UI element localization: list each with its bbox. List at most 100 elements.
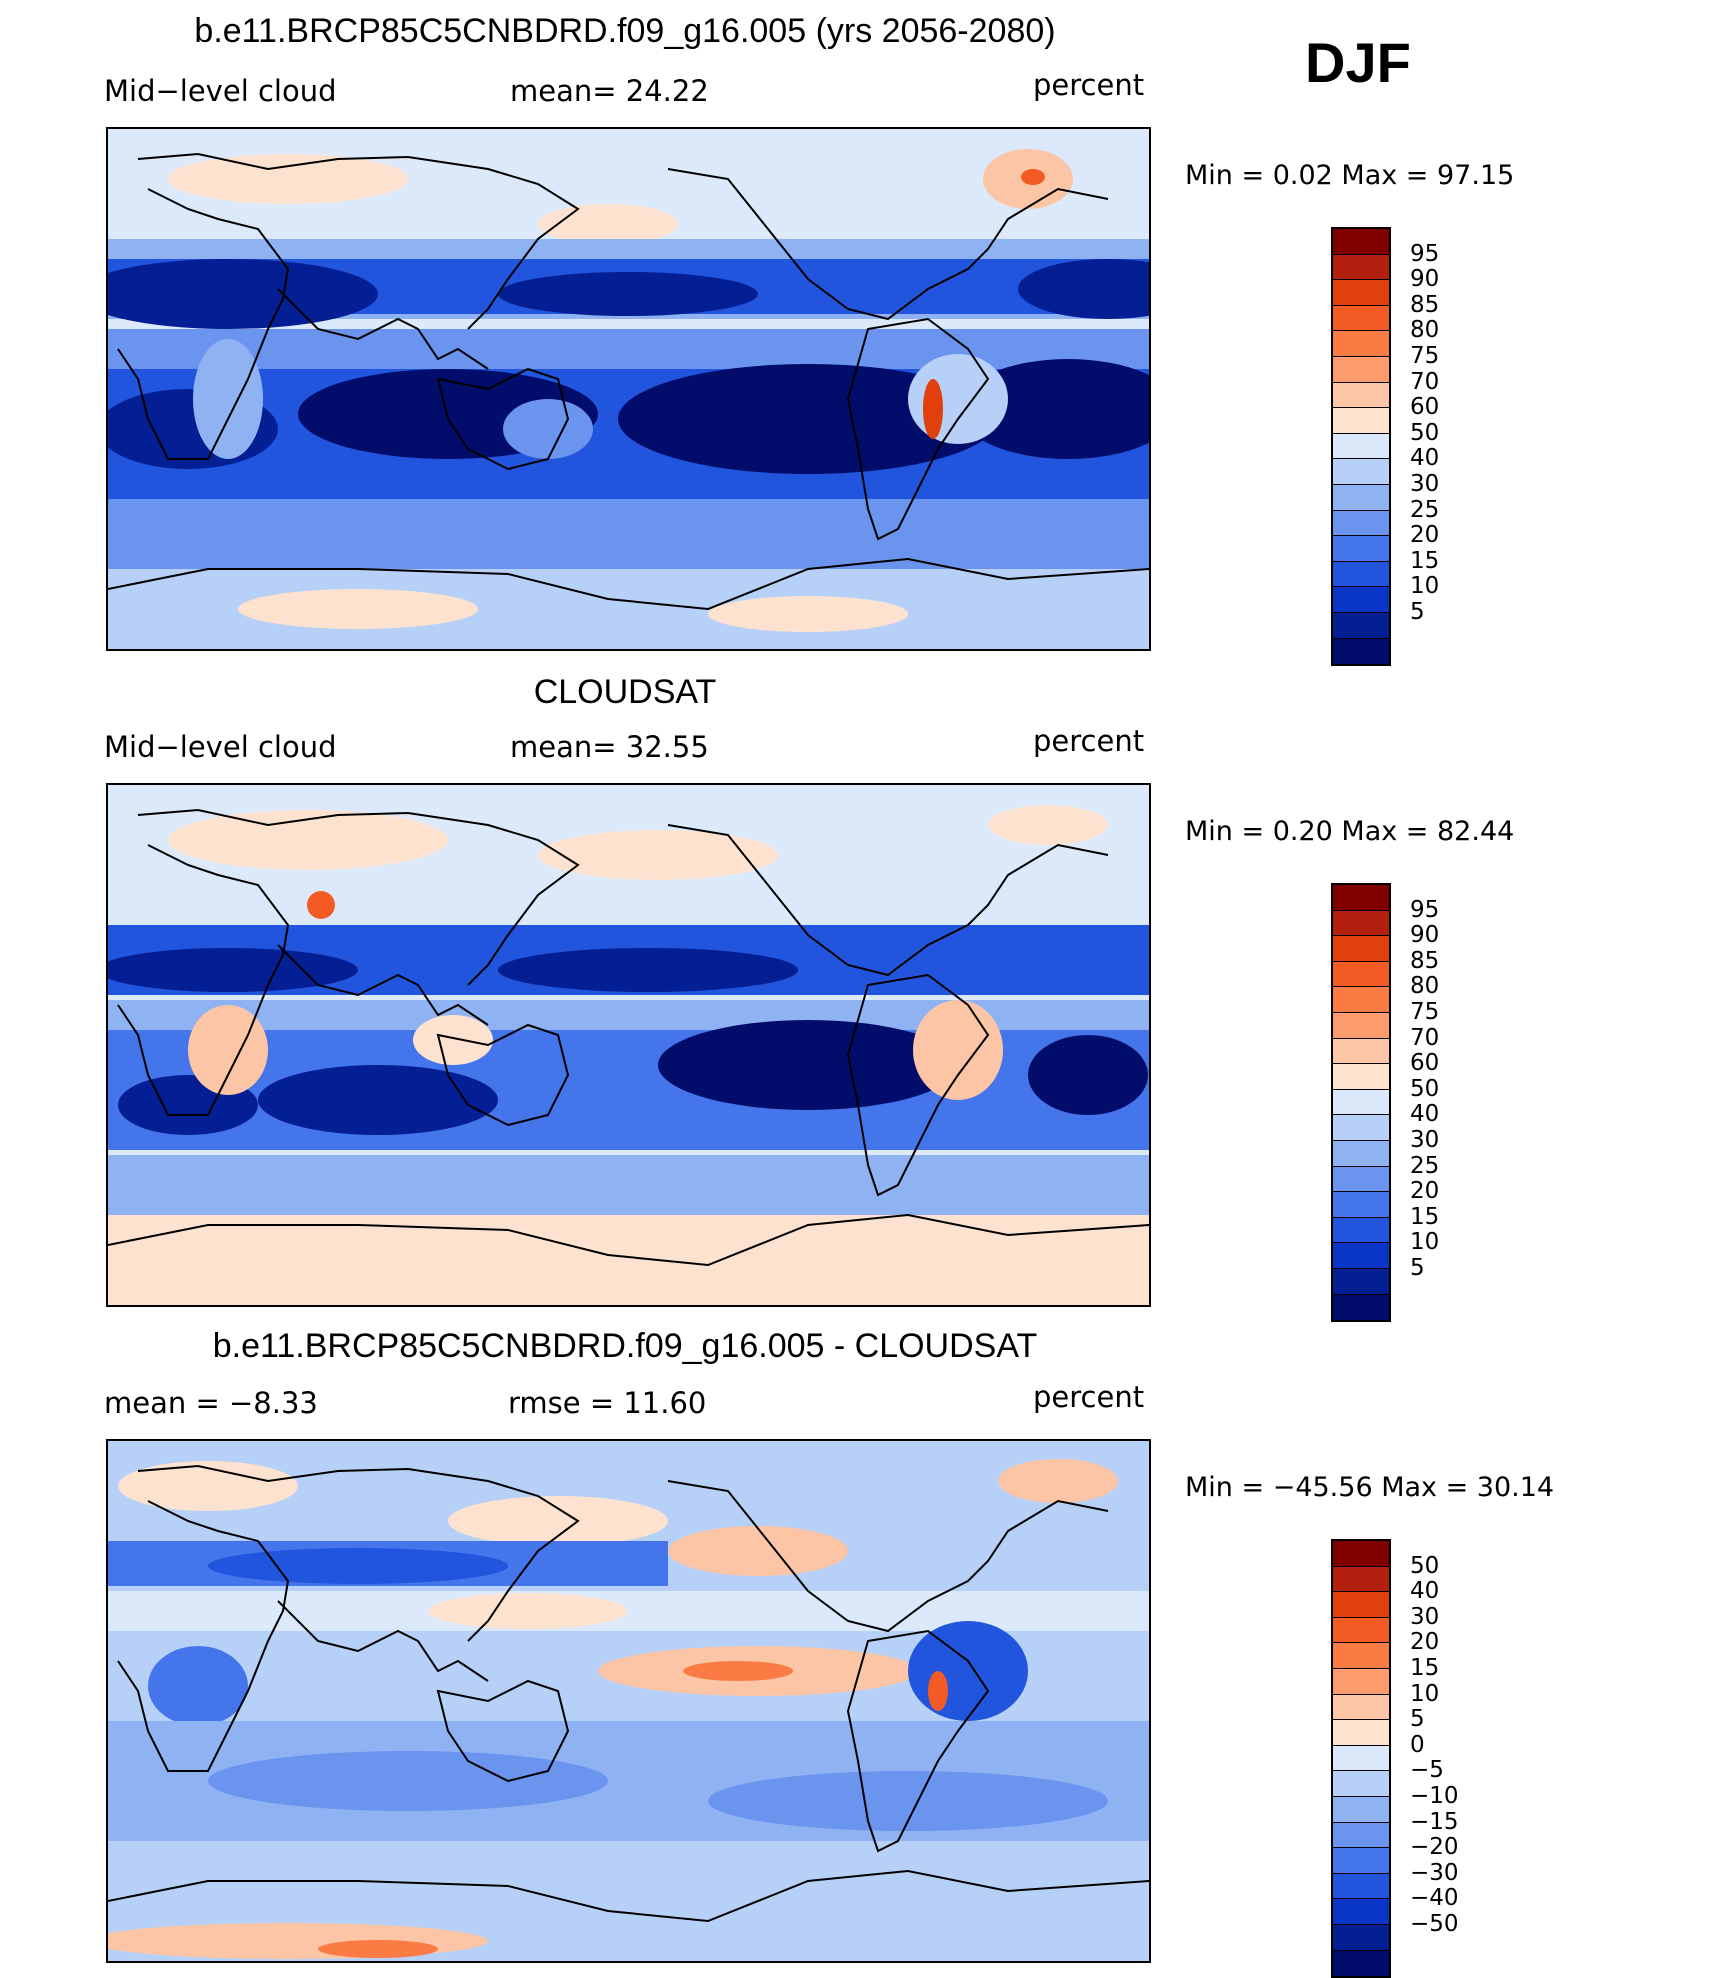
panel-3-rmse-label: rmse = 11.60: [508, 1386, 707, 1420]
panel-2-mean-label: mean= 32.55: [510, 730, 709, 764]
colorbar-swatch: [1333, 1012, 1389, 1039]
colorbar-swatch: [1333, 1694, 1389, 1721]
colorbar-swatch: [1333, 536, 1389, 562]
colorbar-swatch: [1333, 1268, 1389, 1295]
field-band: [108, 499, 1149, 569]
field-patch: [208, 1548, 508, 1584]
panel-3-mean-label: mean = −8.33: [104, 1386, 318, 1420]
field-patch: [238, 589, 478, 629]
coastlines: [108, 808, 1149, 1267]
panel-1-colorbar: [1331, 227, 1391, 667]
colorbar-swatch: [1333, 1566, 1389, 1593]
colorbar-tick-label: 50: [1410, 1552, 1440, 1579]
colorbar-tick-label: 40: [1410, 1101, 1440, 1128]
colorbar-swatch: [1333, 1243, 1389, 1269]
colorbar-swatch: [1333, 1873, 1389, 1900]
colorbar-swatch: [1333, 1166, 1389, 1193]
panel-1-map-svg: [108, 129, 1149, 649]
colorbar-tick-label: 5: [1410, 599, 1425, 625]
field-patch: [318, 1940, 438, 1958]
panel-3-map-svg: [108, 1441, 1149, 1961]
field-band: [108, 1215, 1149, 1305]
colorbar-swatch: [1333, 408, 1389, 434]
coastlines: [108, 1464, 1149, 1923]
colorbar-swatch: [1333, 1192, 1389, 1218]
field-patch: [1021, 169, 1045, 185]
colorbar-swatch: [1333, 1796, 1389, 1823]
colorbar-swatch: [1333, 1617, 1389, 1644]
field-patch: [908, 354, 1008, 444]
panel-1-units-label: percent: [1033, 68, 1145, 102]
colorbar-tick-label: 85: [1410, 947, 1440, 974]
field-patch: [708, 596, 908, 632]
colorbar-swatch: [1333, 1668, 1389, 1695]
field-band: [108, 329, 1149, 369]
colorbar-swatch: [1333, 1089, 1389, 1116]
panel-2-minmax: Min = 0.20 Max = 82.44: [1185, 816, 1515, 847]
panel-2-title: CLOUDSAT: [533, 673, 717, 711]
panel-3-title: b.e11.BRCP85C5CNBDRD.f09_g16.005 - CLOUD…: [212, 1327, 1038, 1365]
panel-2-map: [106, 783, 1151, 1307]
field-patch: [928, 1671, 948, 1711]
field-patch: [413, 1015, 493, 1065]
colorbar-swatch: [1333, 484, 1389, 511]
colorbar-swatch: [1333, 987, 1389, 1013]
panel-2-units-label: percent: [1033, 724, 1145, 758]
field-patch: [668, 1526, 848, 1576]
colorbar-tick-label: 20: [1410, 1178, 1440, 1205]
colorbar-swatch: [1333, 1541, 1389, 1567]
field-band: [108, 1155, 1149, 1215]
colorbar-tick-label: 85: [1410, 291, 1440, 318]
field-patch: [923, 379, 943, 439]
colorbar-swatch: [1333, 1950, 1389, 1977]
colorbar-swatch: [1333, 910, 1389, 937]
colorbar-tick-label: −40: [1410, 1885, 1459, 1912]
colorbar-swatch: [1333, 1720, 1389, 1746]
field-band: [108, 1591, 1149, 1631]
colorbar-tick-label: −10: [1410, 1783, 1459, 1809]
colorbar-tick-label: 25: [1410, 1152, 1440, 1179]
colorbar-tick-label: 95: [1410, 240, 1440, 267]
field-patch: [258, 1065, 498, 1135]
field-patch: [1018, 259, 1149, 319]
colorbar-swatch: [1333, 1771, 1389, 1797]
field-patch: [998, 1459, 1118, 1503]
colorbar-swatch: [1333, 1064, 1389, 1090]
field-patch: [913, 1000, 1003, 1100]
panel-2-map-svg: [108, 785, 1149, 1305]
field-patch: [708, 1771, 1108, 1831]
colorbar-tick-label: 90: [1410, 922, 1440, 949]
colorbar-swatch: [1333, 1115, 1389, 1141]
field-patch: [168, 810, 448, 870]
panel-2-colorbar: [1331, 883, 1391, 1323]
colorbar-swatch: [1333, 1822, 1389, 1849]
colorbar-tick-label: 80: [1410, 973, 1440, 1000]
colorbar-swatch: [1333, 229, 1389, 255]
colorbar-tick-label: 90: [1410, 266, 1440, 293]
colorbar-swatch: [1333, 1745, 1389, 1772]
colorbar-swatch: [1333, 1217, 1389, 1244]
panel-3-minmax: Min = −45.56 Max = 30.14: [1185, 1472, 1555, 1503]
colorbar-tick-label: 30: [1410, 1127, 1440, 1153]
colorbar-swatch: [1333, 1924, 1389, 1951]
field-patch: [958, 359, 1149, 459]
colorbar-swatch: [1333, 1140, 1389, 1167]
colorbar-tick-label: 60: [1410, 394, 1440, 421]
field-patch: [1028, 1035, 1148, 1115]
panel-1-minmax: Min = 0.02 Max = 97.15: [1185, 160, 1515, 191]
colorbar-swatch: [1333, 1294, 1389, 1321]
colorbar-tick-label: 30: [1410, 471, 1440, 497]
colorbar-tick-label: 70: [1410, 1024, 1440, 1051]
colorbar-tick-label: 75: [1410, 999, 1440, 1025]
colorbar-swatch: [1333, 1643, 1389, 1669]
colorbar-swatch: [1333, 885, 1389, 911]
colorbar-tick-label: 5: [1410, 1255, 1425, 1281]
colorbar-tick-label: 60: [1410, 1050, 1440, 1077]
colorbar-swatch: [1333, 1899, 1389, 1925]
field-patch: [428, 1593, 628, 1629]
field-patch: [618, 364, 998, 474]
colorbar-swatch: [1333, 305, 1389, 332]
colorbar-tick-label: 70: [1410, 368, 1440, 395]
field-patch: [683, 1661, 793, 1681]
panel-3-map: [106, 1439, 1151, 1963]
